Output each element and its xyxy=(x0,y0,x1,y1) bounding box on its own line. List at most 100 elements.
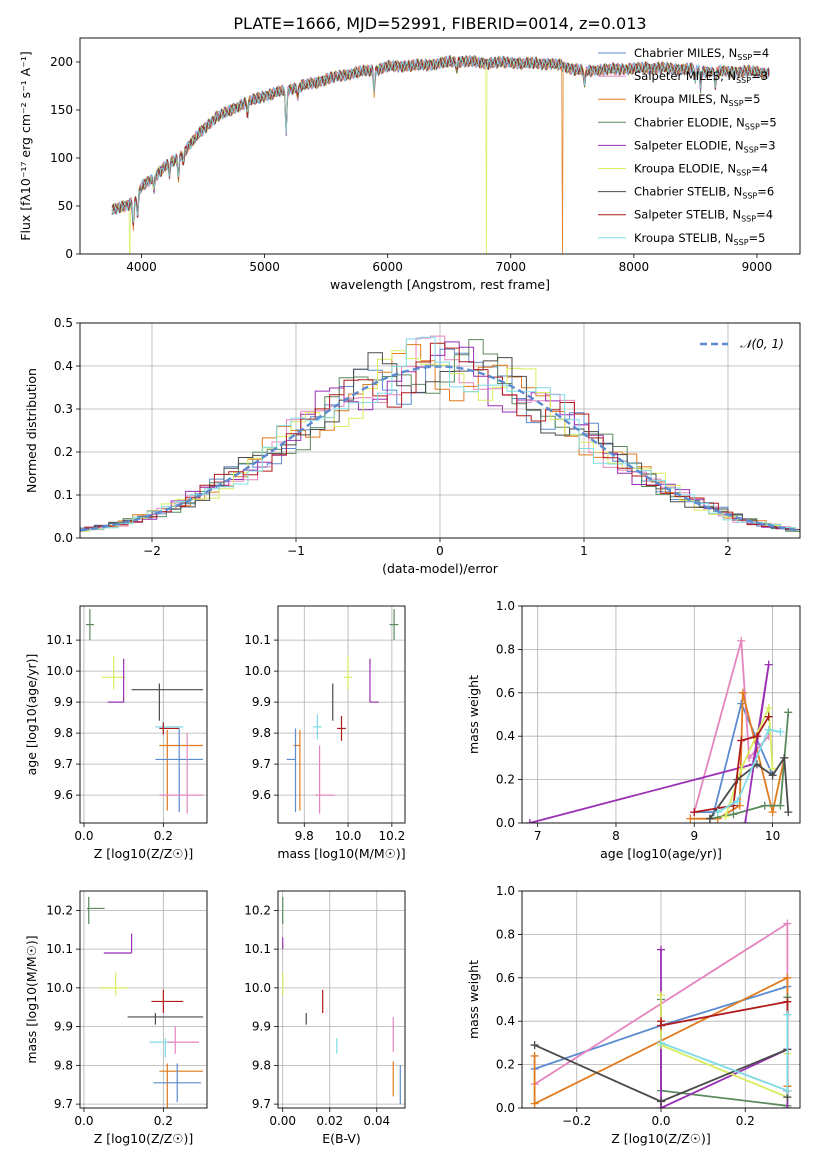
mass-weight-marker xyxy=(737,736,746,745)
mass-weight-marker xyxy=(657,945,665,954)
ebv_mass-xlabel: E(B-V) xyxy=(322,1131,361,1146)
spectrum-xtick-label: 6000 xyxy=(372,260,403,274)
age_weight-ytick-label: 1.0 xyxy=(496,599,515,613)
mass-weight-marker xyxy=(783,1104,792,1108)
age_weight-xtick-label: 8 xyxy=(612,829,620,843)
errorbar-point xyxy=(337,716,346,741)
age_weight-ylabel: mass weight xyxy=(466,675,481,754)
z_weight-series xyxy=(530,919,792,1108)
spectrum-xtick-label: 5000 xyxy=(249,260,280,274)
z_mass-panel: 0.0 0.2 9.7 9.8 9.9 10.0 10.1 10.2 Z [log10(Z/Z☉… xyxy=(24,890,208,1146)
age_weight-xtick-label: 9 xyxy=(690,829,698,843)
mass-weight-marker xyxy=(525,819,534,823)
ebv_mass-ytick-label: 10.1 xyxy=(244,942,271,956)
mass_age-ytick-label: 9.8 xyxy=(252,726,271,740)
figure-title: PLATE=1666, MJD=52991, FIBERID=0014, z=0… xyxy=(233,14,646,33)
mass-weight-line xyxy=(724,707,774,817)
residuals-ytick-label: 0.3 xyxy=(54,402,73,416)
mass-weight-marker xyxy=(760,801,769,810)
mass-weight-marker xyxy=(705,814,714,823)
mass_age-ytick-label: 10.1 xyxy=(244,633,271,647)
z_weight-ytick-label: 0.8 xyxy=(496,927,515,941)
mass-weight-marker xyxy=(764,725,773,734)
z_age-panel: 0.0 0.2 9.6 9.7 9.8 9.9 10.0 10.1 Z [log10(Z/Z☉)… xyxy=(24,605,208,861)
spectrum-legend: Chabrier MILES, NSSP=4 Salpeter MILES, NS… xyxy=(598,46,777,247)
z_weight-frame xyxy=(521,890,801,1109)
age_weight-xtick-label: 10 xyxy=(765,829,780,843)
ebv_mass-frame xyxy=(277,890,406,1109)
errorbar-point xyxy=(369,658,379,703)
errorbar-point xyxy=(149,1038,174,1058)
mass-weight-marker xyxy=(752,732,761,741)
ebv_mass-ytick-label: 9.8 xyxy=(252,1058,271,1072)
legend-entry: Salpeter ELODIE, NSSP=3 xyxy=(634,138,776,154)
z_weight-ytick-label: 0.2 xyxy=(496,1058,515,1072)
mass-weight-marker xyxy=(737,699,746,708)
z_mass-points xyxy=(86,896,204,1108)
mass-weight-marker xyxy=(690,808,699,817)
mass_age-ytick-label: 9.9 xyxy=(252,695,271,709)
errorbar-point xyxy=(101,655,126,690)
legend-entry: Chabrier ELODIE, NSSP=5 xyxy=(634,115,777,131)
errorbar-point xyxy=(107,658,125,703)
mass-weight-marker xyxy=(657,1097,665,1106)
spectrum-ytick-label: 0 xyxy=(65,247,73,261)
z_age-ytick-label: 10.0 xyxy=(46,664,73,678)
mass-weight-line xyxy=(693,640,770,813)
mass-weight-marker xyxy=(783,997,792,1006)
residuals-xlabel: (data-model)/error xyxy=(382,561,499,576)
mass-weight-marker xyxy=(783,919,792,928)
spectrum-series-line xyxy=(111,54,770,226)
legend-entry: Salpeter STELIB, NSSP=4 xyxy=(634,208,773,224)
residuals-ytick-label: 0.2 xyxy=(54,445,73,459)
mass-weight-marker xyxy=(733,797,742,806)
mass-weight-line xyxy=(529,664,770,823)
spectrum-lines xyxy=(111,54,770,254)
spectrum-frame xyxy=(79,37,801,255)
spectrum-xtick-label: 8000 xyxy=(619,260,650,274)
ebv_mass-ytick-label: 10.2 xyxy=(244,903,271,917)
mass-weight-marker xyxy=(530,1041,539,1050)
mass_age-xtick-label: 10.2 xyxy=(379,829,406,843)
z_mass-xlabel: Z [log10(Z/Z☉)] xyxy=(94,1131,194,1146)
ebv_mass-xtick-label: 0.04 xyxy=(363,1114,390,1128)
ebv_mass-ytick-label: 9.7 xyxy=(252,1097,271,1111)
mass-weight-marker xyxy=(768,771,777,780)
spectrum-xtick-label: 7000 xyxy=(495,260,526,274)
mass-weight-line xyxy=(709,755,790,820)
mass-weight-marker xyxy=(783,1086,792,1095)
z_age-ytick-label: 9.6 xyxy=(54,788,73,802)
age_weight-ytick-label: 0.2 xyxy=(496,773,515,787)
spectrum-panel: 4000 5000 6000 7000 8000 9000 0 50 100 150 200 wave… xyxy=(18,37,801,292)
errorbar-point xyxy=(389,609,399,641)
errorbar-point xyxy=(151,989,184,1014)
panels: 4000 5000 6000 7000 8000 9000050100150200wave… xyxy=(18,37,801,1146)
z_weight-ytick-label: 1.0 xyxy=(496,884,515,898)
ebv_mass-xtick-label: 0.02 xyxy=(316,1114,343,1128)
age_weight-ytick-label: 0.0 xyxy=(496,816,515,830)
z_weight-ytick-label: 0.6 xyxy=(496,971,515,985)
age_weight-xtick-label: 7 xyxy=(534,829,542,843)
errorbar-point xyxy=(103,933,133,954)
mass-weight-marker xyxy=(764,712,773,721)
z_age-ytick-label: 9.9 xyxy=(54,695,73,709)
residuals-xtick-label: −1 xyxy=(287,544,305,558)
mass-weight-marker xyxy=(780,753,789,762)
legend-entry: Salpeter MILES, NSSP=3 xyxy=(634,69,768,85)
mass-weight-marker xyxy=(783,1010,792,1019)
z_mass-frame xyxy=(79,890,208,1109)
z_mass-ylabel: mass [log10(M/M☉)] xyxy=(24,935,39,1063)
mass-weight-marker xyxy=(764,660,773,669)
age_weight-frame xyxy=(521,605,801,824)
residuals-hist xyxy=(80,335,800,533)
spectrum-ytick-label: 100 xyxy=(50,151,73,165)
residual-histogram xyxy=(80,344,800,532)
mass_age-points xyxy=(286,609,399,814)
z_weight-panel: −0.2 0.0 0.2 0.0 0.2 0.4 0.6 0.8 1.0 Z [log10(Z/Z… xyxy=(466,884,801,1146)
errorbar-point xyxy=(167,1026,200,1054)
z_mass-ytick-label: 10.2 xyxy=(46,903,73,917)
residuals-xtick-label: −2 xyxy=(143,544,161,558)
age_weight-series xyxy=(525,636,793,823)
ebv_mass-xtick-label: 0.00 xyxy=(269,1114,296,1128)
